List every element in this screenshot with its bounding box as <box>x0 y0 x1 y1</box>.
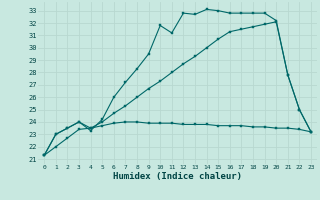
X-axis label: Humidex (Indice chaleur): Humidex (Indice chaleur) <box>113 172 242 181</box>
